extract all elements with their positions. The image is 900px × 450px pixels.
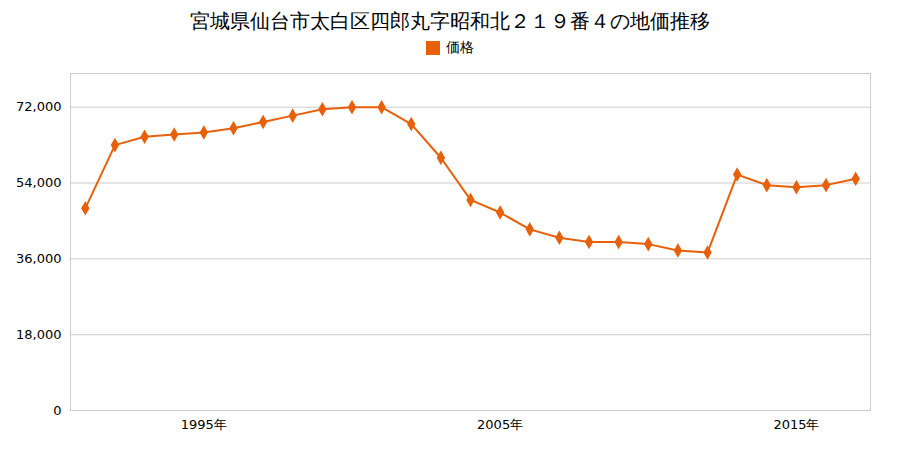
svg-text:54,000: 54,000: [16, 175, 62, 190]
svg-text:18,000: 18,000: [16, 327, 62, 342]
svg-text:1995年: 1995年: [181, 417, 227, 432]
svg-text:2015年: 2015年: [773, 417, 819, 432]
html-text:価格: 価格: [446, 39, 474, 55]
html-text:宮城県仙台市太白区四郎丸字昭和北２１９番４の地価推移: 宮城県仙台市太白区四郎丸字昭和北２１９番４の地価推移: [190, 9, 710, 33]
svg-text:72,000: 72,000: [16, 99, 62, 114]
svg-text:0: 0: [53, 403, 61, 418]
svg-text:36,000: 36,000: [16, 251, 62, 266]
svg-text:2005年: 2005年: [477, 417, 523, 432]
